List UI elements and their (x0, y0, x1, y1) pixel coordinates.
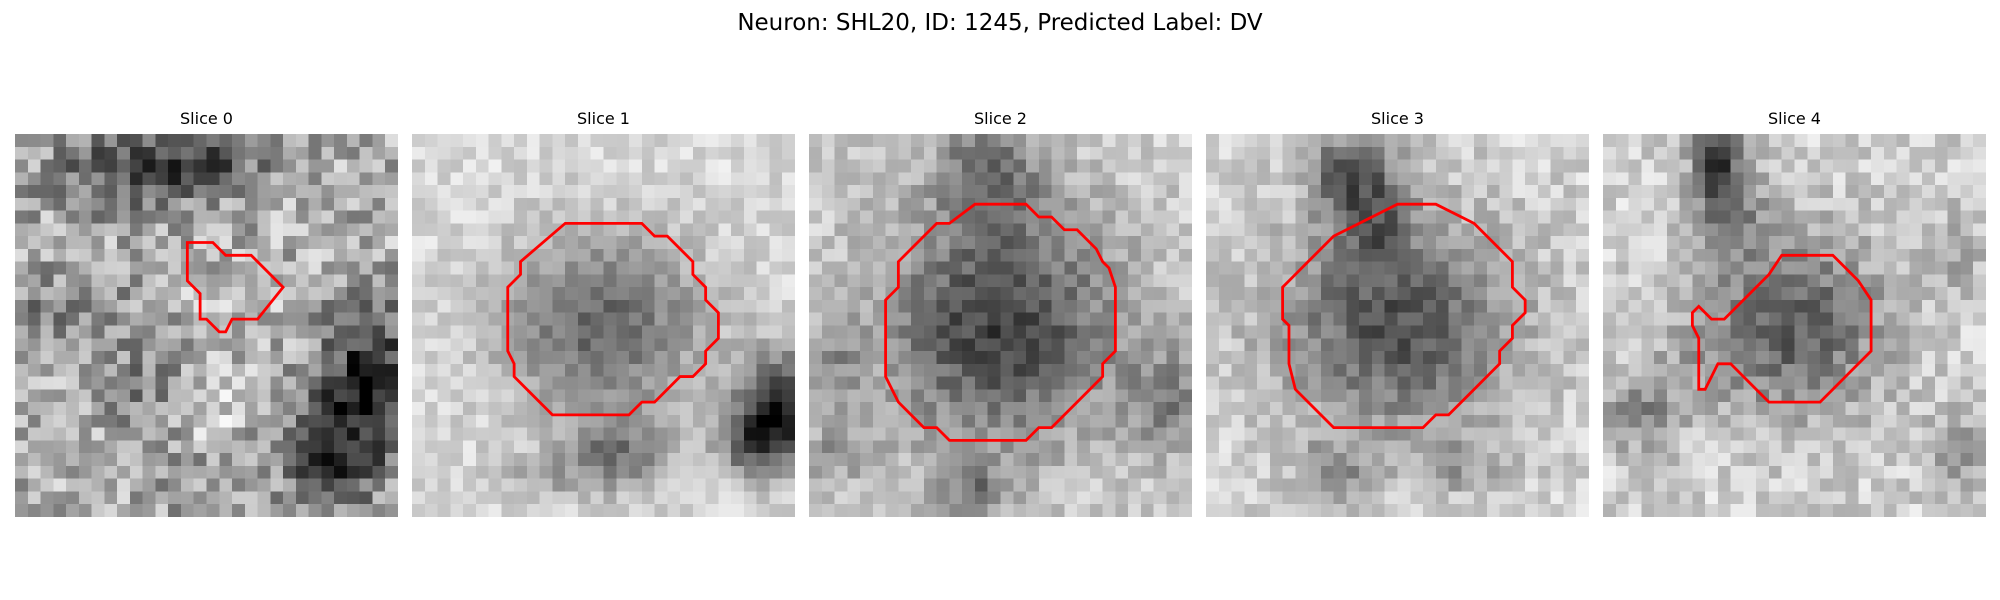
slice-title-4: Slice 4 (1768, 109, 1821, 128)
segmentation-contour (506, 221, 720, 417)
slice-image-4 (1603, 134, 1986, 517)
segmentation-contour (1690, 253, 1873, 404)
figure-title: Neuron: SHL20, ID: 1245, Predicted Label… (737, 10, 1263, 36)
slice-title-2: Slice 2 (974, 109, 1027, 128)
slice-panel-1: Slice 1 (412, 108, 795, 518)
slice-image-1 (412, 134, 795, 517)
segmentation-contour (1281, 202, 1527, 430)
slice-title-0: Slice 0 (180, 109, 233, 128)
slice-panel-2: Slice 2 (809, 108, 1192, 518)
slice-image-3 (1206, 134, 1589, 517)
slice-panel-3: Slice 3 (1206, 108, 1589, 518)
slice-image-0 (15, 134, 398, 517)
segmentation-contour (884, 202, 1117, 442)
slice-panel-0: Slice 0 (15, 108, 398, 518)
slice-title-3: Slice 3 (1371, 109, 1424, 128)
slice-panel-4: Slice 4 (1603, 108, 1986, 518)
slice-title-1: Slice 1 (577, 109, 630, 128)
slice-image-2 (809, 134, 1192, 517)
segmentation-contour (185, 241, 285, 334)
